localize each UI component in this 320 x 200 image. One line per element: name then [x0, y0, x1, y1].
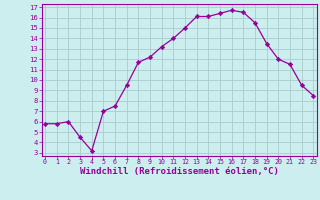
X-axis label: Windchill (Refroidissement éolien,°C): Windchill (Refroidissement éolien,°C): [80, 167, 279, 176]
